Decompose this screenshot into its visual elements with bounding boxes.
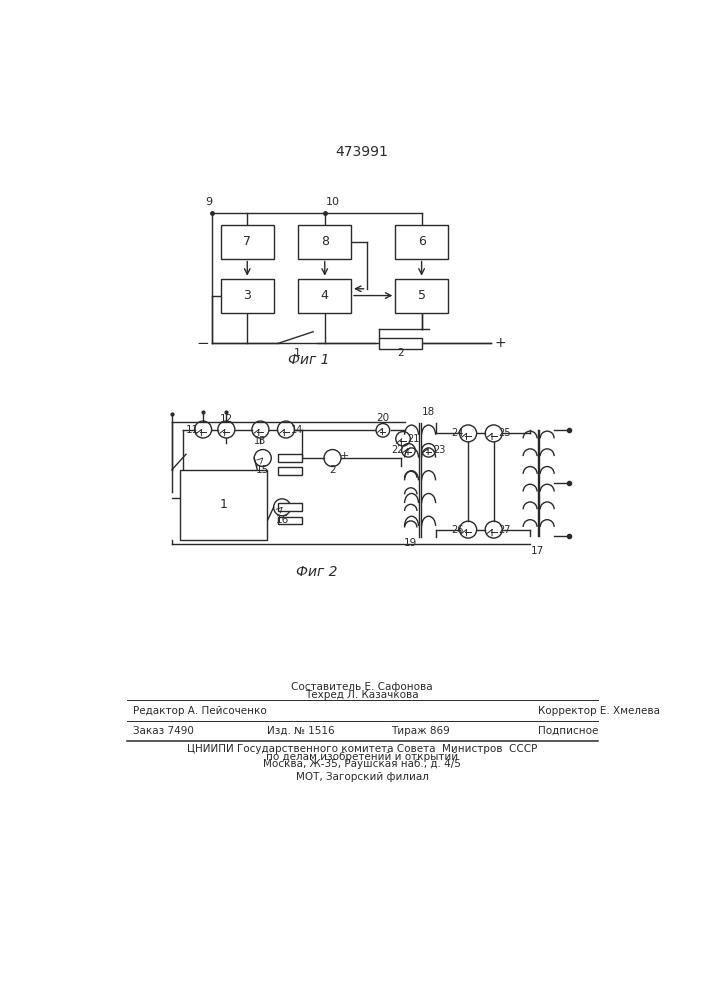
Bar <box>221 225 274 259</box>
Text: ЦНИИПИ Государственного комитета Совета  Министров  СССР: ЦНИИПИ Государственного комитета Совета … <box>187 744 537 754</box>
Bar <box>180 470 267 540</box>
Bar <box>379 338 421 349</box>
Text: 11: 11 <box>186 425 199 435</box>
Text: 1: 1 <box>219 498 227 512</box>
Bar <box>298 225 351 259</box>
Text: 14: 14 <box>291 425 303 435</box>
Bar <box>298 279 351 312</box>
Text: 2: 2 <box>329 465 336 475</box>
Text: −: − <box>197 336 209 351</box>
Text: 13: 13 <box>255 436 267 446</box>
Bar <box>279 454 301 462</box>
Bar <box>395 225 448 259</box>
Text: 1: 1 <box>294 348 301 358</box>
Text: 4: 4 <box>321 289 329 302</box>
Text: 16: 16 <box>276 515 288 525</box>
Text: Тираж 869: Тираж 869 <box>391 726 450 736</box>
Text: 20: 20 <box>376 413 390 423</box>
Text: Составитель Е. Сафонова: Составитель Е. Сафонова <box>291 682 433 692</box>
Text: 9: 9 <box>206 197 213 207</box>
Text: Фиг 1: Фиг 1 <box>288 353 330 367</box>
Text: Заказ 7490: Заказ 7490 <box>134 726 194 736</box>
Text: 25: 25 <box>498 428 510 438</box>
Text: Корректор Е. Хмелева: Корректор Е. Хмелева <box>538 706 660 716</box>
Text: Изд. № 1516: Изд. № 1516 <box>267 726 334 736</box>
Text: +: + <box>495 336 506 350</box>
Text: 24: 24 <box>451 428 464 438</box>
Text: 2: 2 <box>397 348 404 358</box>
Text: Редактор А. Пейсоченко: Редактор А. Пейсоченко <box>134 706 267 716</box>
Text: 473991: 473991 <box>336 145 388 159</box>
Bar <box>279 467 301 475</box>
Text: 15: 15 <box>256 465 269 475</box>
Text: 22: 22 <box>392 445 404 455</box>
Text: по делам изобретений и открытий: по делам изобретений и открытий <box>266 752 458 762</box>
Bar <box>279 503 301 511</box>
Text: 8: 8 <box>321 235 329 248</box>
Text: 7: 7 <box>243 235 251 248</box>
Text: МОТ, Загорский филиал: МОТ, Загорский филиал <box>296 772 428 782</box>
Text: 27: 27 <box>498 525 510 535</box>
Text: 19: 19 <box>404 538 417 548</box>
Text: Фиг 2: Фиг 2 <box>296 565 338 579</box>
Text: 17: 17 <box>531 546 544 556</box>
Text: 5: 5 <box>418 289 426 302</box>
Bar <box>279 517 301 524</box>
Text: Москва, Ж-35, Раушская наб., д. 4/5: Москва, Ж-35, Раушская наб., д. 4/5 <box>263 759 461 769</box>
Text: Подписное: Подписное <box>538 726 598 736</box>
Text: +: + <box>340 451 349 461</box>
Text: 3: 3 <box>243 289 251 302</box>
Text: Техред Л. Казачкова: Техред Л. Казачкова <box>305 690 419 700</box>
Text: 21: 21 <box>408 434 420 444</box>
Text: 18: 18 <box>422 407 436 417</box>
Text: 26: 26 <box>451 525 464 535</box>
Text: 23: 23 <box>433 445 445 455</box>
Text: 6: 6 <box>418 235 426 248</box>
Bar <box>221 279 274 312</box>
Text: 12: 12 <box>220 414 233 424</box>
Text: 10: 10 <box>327 197 340 207</box>
Bar <box>395 279 448 312</box>
